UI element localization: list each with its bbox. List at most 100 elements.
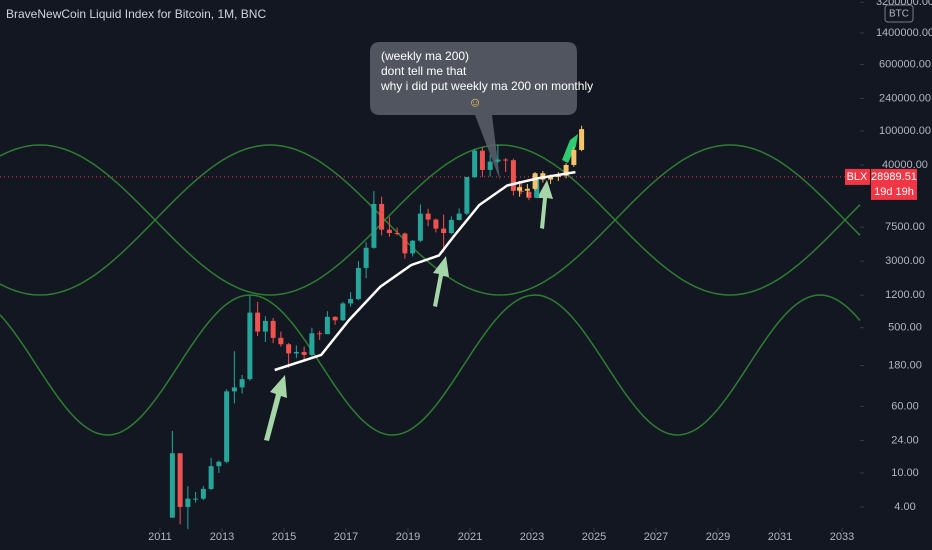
candle-body (425, 213, 431, 220)
candle-body (433, 219, 439, 229)
candle-body (472, 150, 478, 178)
x-tick-label: 2011 (148, 531, 172, 543)
candle-body (518, 190, 524, 192)
arrow (537, 180, 553, 229)
currency[interactable]: BTC (889, 9, 909, 20)
cycle-wave (0, 294, 861, 436)
candle-body (193, 498, 199, 500)
candle-body (487, 161, 493, 170)
x-tick-label: 2023 (520, 531, 544, 543)
candle-body (247, 312, 253, 380)
arrow (433, 256, 449, 307)
y-tick-label: 7500.00 (885, 221, 925, 233)
cycle-wave (0, 144, 861, 296)
chart-title: BraveNewCoin Liquid Index for Bitcoin, 1… (6, 7, 266, 21)
candle-body (348, 299, 354, 304)
candle-body (371, 203, 377, 248)
candle-body (517, 187, 523, 191)
candle-body (417, 213, 423, 241)
candle-body (278, 337, 284, 345)
x-tick-label: 2021 (458, 531, 482, 543)
rocket (562, 134, 578, 163)
candle-body (503, 159, 509, 161)
candle-body (355, 267, 361, 300)
callout-emoji: ☺ (468, 94, 481, 109)
candle-body (464, 177, 470, 214)
x-tick-label: 2033 (830, 531, 854, 543)
moving-average (274, 170, 576, 372)
candle-body (301, 351, 307, 355)
candle-body (239, 379, 245, 388)
callout: (weekly ma 200) dont tell me that why i … (370, 42, 593, 180)
price: 28989.51 (871, 171, 917, 183)
x-tick-label: 2019 (396, 531, 420, 543)
x-tick-label: 2013 (210, 531, 234, 543)
candle-body (386, 229, 392, 234)
y-tick-label: 3200000.00 (876, 0, 932, 8)
candle-body (200, 488, 206, 499)
y-tick-label: 1200.00 (885, 289, 925, 301)
candle-body (571, 149, 577, 165)
candle-body (456, 213, 462, 220)
candle-body (532, 173, 538, 189)
countdown: 19d 19h (874, 186, 914, 198)
candle-body (479, 150, 485, 170)
candle-body (410, 240, 416, 254)
candle-body (169, 453, 175, 518)
candle-body (224, 391, 230, 462)
y-tick-label: 500.00 (888, 322, 922, 334)
arrow (264, 375, 287, 441)
candle-body (231, 387, 237, 392)
x-tick-label: 2029 (706, 531, 730, 543)
price-tag (871, 168, 917, 200)
candle-body (394, 233, 400, 235)
candle-body (448, 219, 454, 234)
x-tick-label: 2025 (582, 531, 606, 543)
y-tick-label: 60.00 (891, 400, 919, 412)
x-tick-label: 2031 (768, 531, 792, 543)
candle-body (262, 320, 268, 332)
candle-body (340, 303, 346, 321)
candle-body (441, 228, 447, 234)
candle-body (270, 320, 276, 338)
candle-body (255, 312, 261, 332)
candle-body (332, 316, 338, 321)
candle-body (495, 159, 501, 162)
candle-body (286, 344, 292, 354)
candle-body (379, 203, 385, 230)
currency-box[interactable] (884, 4, 914, 23)
y-tick-label: 240000.00 (879, 92, 931, 104)
callout-line: dont tell me that (381, 64, 467, 78)
y-tick-label: 180.00 (888, 360, 922, 372)
candle-body (363, 247, 369, 268)
candle-body (317, 333, 323, 335)
arrows (264, 134, 578, 441)
candle-body (579, 129, 585, 150)
cycle-wave (0, 144, 861, 296)
callout-line: why i did put weekly ma 200 on monthly (380, 79, 593, 93)
y-tick-label: 600000.00 (879, 58, 931, 70)
y-tick-label: 40000.00 (882, 159, 928, 171)
y-tick-label: 3000.00 (885, 255, 925, 267)
candle-body (293, 351, 299, 354)
candle-body (524, 188, 530, 191)
y-tick-label: 24.00 (891, 434, 919, 446)
candle-body (185, 498, 191, 507)
candle-body (563, 164, 569, 176)
cycle-waves (0, 144, 861, 436)
x-tick-label: 2017 (334, 531, 358, 543)
y-tick-label: 4.00 (894, 501, 915, 513)
y-tick-label: 100000.00 (879, 125, 931, 137)
candle-body (324, 316, 330, 335)
x-tick-label: 2015 (272, 531, 296, 543)
candle-body (309, 333, 315, 355)
y-tick-label: 10.00 (891, 467, 919, 479)
candle-body (548, 176, 554, 180)
symbol-tag (845, 168, 870, 185)
candle-body (402, 233, 408, 254)
y-tick-label: 1400000.00 (876, 27, 932, 39)
candle-body (555, 175, 561, 177)
candle-body (526, 191, 532, 198)
candle-body (510, 160, 516, 191)
